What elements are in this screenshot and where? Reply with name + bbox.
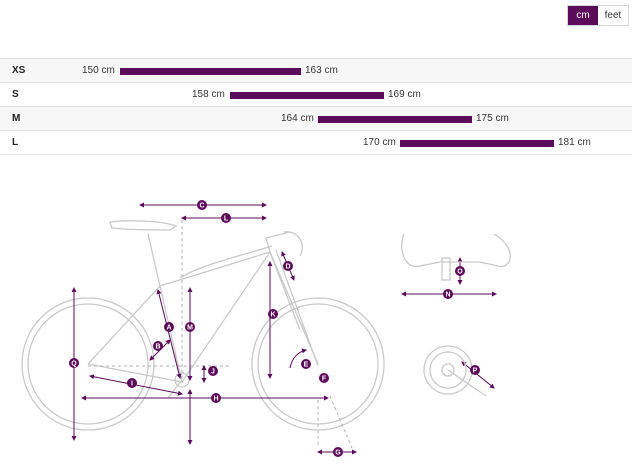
svg-text:M: M <box>187 325 193 332</box>
range-min: 170 cm <box>363 137 396 148</box>
marker-f: F <box>319 373 329 383</box>
svg-text:C: C <box>199 203 204 210</box>
marker-i: I <box>127 378 137 388</box>
marker-q: Q <box>69 358 79 368</box>
marker-k: K <box>268 309 278 319</box>
svg-text:Q: Q <box>71 361 77 368</box>
label-markers: C L D A M K B Q E J F I H G O N P <box>69 200 480 457</box>
dim-a <box>156 289 182 379</box>
range-min: 158 cm <box>192 89 225 100</box>
svg-text:E: E <box>304 362 309 369</box>
svg-text:P: P <box>473 368 478 375</box>
svg-text:J: J <box>211 369 215 376</box>
svg-text:O: O <box>457 269 463 276</box>
range-min: 150 cm <box>82 65 115 76</box>
marker-n: N <box>443 289 453 299</box>
size-label: M <box>12 113 21 124</box>
size-label: XS <box>12 65 26 76</box>
rear-wheel-icon <box>21 297 155 431</box>
size-chart: XS 150 cm 163 cm S 158 cm 169 cm M 164 c… <box>0 58 632 155</box>
svg-text:I: I <box>131 381 133 388</box>
svg-text:L: L <box>224 216 229 223</box>
marker-b: B <box>153 341 163 351</box>
handlebar-detail <box>401 233 511 281</box>
marker-e: E <box>301 359 311 369</box>
size-row-s: S 158 cm 169 cm <box>0 83 632 107</box>
marker-o: O <box>455 266 465 276</box>
svg-text:D: D <box>285 264 290 271</box>
range-bar <box>230 92 384 99</box>
marker-c: C <box>197 200 207 210</box>
saddle-icon <box>109 220 178 231</box>
marker-g: G <box>333 447 343 457</box>
geometry-diagram: C L D A M K B Q E J F I H G O N P <box>0 190 632 464</box>
size-row-l: L 170 cm 181 cm <box>0 131 632 155</box>
marker-j: J <box>208 366 218 376</box>
svg-text:H: H <box>213 396 218 403</box>
svg-text:K: K <box>270 312 275 319</box>
size-label: S <box>12 89 19 100</box>
size-label: L <box>12 137 19 148</box>
svg-text:N: N <box>445 292 450 299</box>
marker-p: P <box>470 365 480 375</box>
svg-text:F: F <box>322 376 327 383</box>
dim-e <box>289 348 307 369</box>
size-row-xs: XS 150 cm 163 cm <box>0 59 632 83</box>
range-bar <box>400 140 554 147</box>
range-max: 181 cm <box>558 137 591 148</box>
range-bar <box>318 116 472 123</box>
range-max: 163 cm <box>305 65 338 76</box>
svg-text:G: G <box>335 450 341 457</box>
marker-l: L <box>221 213 231 223</box>
marker-d: D <box>283 261 293 271</box>
unit-feet-button[interactable]: feet <box>598 6 628 25</box>
bike-geometry-svg: C L D A M K B Q E J F I H G O N P <box>21 200 511 457</box>
unit-cm-button[interactable]: cm <box>568 6 598 25</box>
range-max: 169 cm <box>388 89 421 100</box>
range-bar <box>120 68 301 75</box>
bike-outline <box>21 220 385 431</box>
svg-text:B: B <box>155 344 160 351</box>
reference-lines <box>88 220 353 449</box>
unit-toggle: cm feet <box>567 5 629 26</box>
svg-text:A: A <box>166 325 171 332</box>
marker-m: M <box>185 322 195 332</box>
dimension-arrows <box>71 202 497 455</box>
handlebar-icon <box>401 233 511 268</box>
range-min: 164 cm <box>281 113 314 124</box>
range-max: 175 cm <box>476 113 509 124</box>
dim-p <box>461 361 495 389</box>
marker-a: A <box>164 322 174 332</box>
marker-h: H <box>211 393 221 403</box>
size-row-m: M 164 cm 175 cm <box>0 107 632 131</box>
